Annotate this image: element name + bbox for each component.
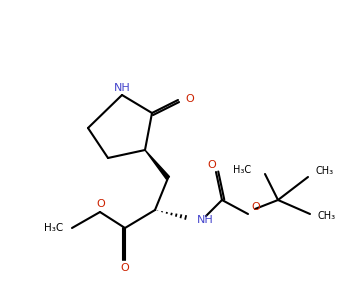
Text: O: O xyxy=(208,160,216,170)
Text: O: O xyxy=(121,263,129,273)
Text: O: O xyxy=(251,202,260,212)
Polygon shape xyxy=(145,150,170,179)
Text: O: O xyxy=(185,94,194,104)
Text: NH: NH xyxy=(113,83,130,93)
Text: O: O xyxy=(97,199,105,209)
Text: H₃C: H₃C xyxy=(233,165,251,175)
Text: NH: NH xyxy=(197,215,214,225)
Text: CH₃: CH₃ xyxy=(318,211,336,221)
Text: CH₃: CH₃ xyxy=(316,166,334,176)
Text: H₃C: H₃C xyxy=(44,223,63,233)
